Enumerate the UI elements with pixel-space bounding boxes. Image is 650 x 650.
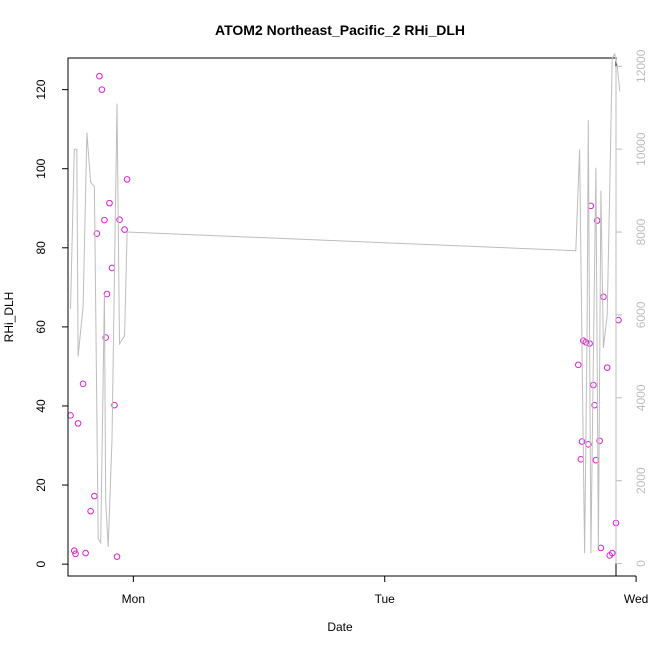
y2-tick-label: 4000 [634, 384, 648, 411]
rhi-point [116, 216, 123, 224]
rhi-point [603, 364, 611, 371]
y2-tick-label: 8000 [634, 218, 648, 245]
rhi-point [597, 544, 605, 552]
x-tick-label: Mon [122, 592, 145, 606]
y2-tick-label: 12000 [634, 49, 648, 83]
rhi-point [121, 226, 128, 233]
rhi-point [72, 550, 79, 558]
rhi-point [593, 217, 601, 224]
rhi-point [578, 438, 586, 445]
rhi-point [123, 176, 131, 183]
rhi-point [577, 456, 585, 463]
chart-title: ATOM2 Northeast_Pacific_2 RHi_DLH [215, 22, 465, 38]
rhi-point [582, 339, 590, 346]
rhi-point [111, 401, 118, 409]
rhi-point [103, 290, 111, 298]
x-tick-label: Tue [375, 592, 396, 606]
rhi-point [70, 547, 78, 554]
rhi-point [82, 549, 89, 557]
rhi-point [96, 72, 103, 80]
rhi-point [108, 264, 116, 272]
rhi-point [101, 216, 108, 224]
y2-tick-label: 2000 [634, 467, 648, 494]
rhi-point [113, 553, 121, 560]
x-axis-label: Date [327, 620, 353, 634]
rhi-point [102, 334, 110, 341]
axis-layer: Mon Tue Wed 0 20 40 60 80 100 120 0 2000 4000 6000 800… [34, 49, 648, 606]
rhi-point [600, 293, 607, 301]
plot-frame [67, 57, 617, 577]
rhi-point [98, 86, 106, 93]
y-axis-label: RHi_DLH [2, 292, 16, 343]
rhi-point [74, 420, 82, 427]
rhi-point [574, 361, 582, 369]
rhi-point [91, 492, 98, 500]
y-tick-label: 100 [34, 158, 48, 178]
x-tick-label: Wed [624, 592, 648, 606]
series-layer [67, 52, 622, 560]
y-tick-label: 40 [34, 399, 48, 413]
rhi-point [93, 230, 101, 237]
rhi-point [608, 549, 616, 557]
y-tick-label: 120 [34, 79, 48, 99]
rhi-point [79, 380, 87, 388]
y-tick-label: 20 [34, 478, 48, 492]
rhi-point [615, 316, 622, 324]
altitude-line [70, 52, 621, 554]
y2-tick-label: 6000 [634, 301, 648, 328]
rhi-point [106, 199, 113, 207]
rhi-point [67, 412, 74, 419]
y-tick-label: 0 [34, 560, 48, 567]
y-tick-label: 60 [34, 320, 48, 334]
rhi-point [87, 507, 94, 515]
y2-tick-label: 0 [634, 560, 648, 567]
y2-tick-label: 10000 [634, 132, 648, 166]
y-tick-label: 80 [34, 241, 48, 255]
